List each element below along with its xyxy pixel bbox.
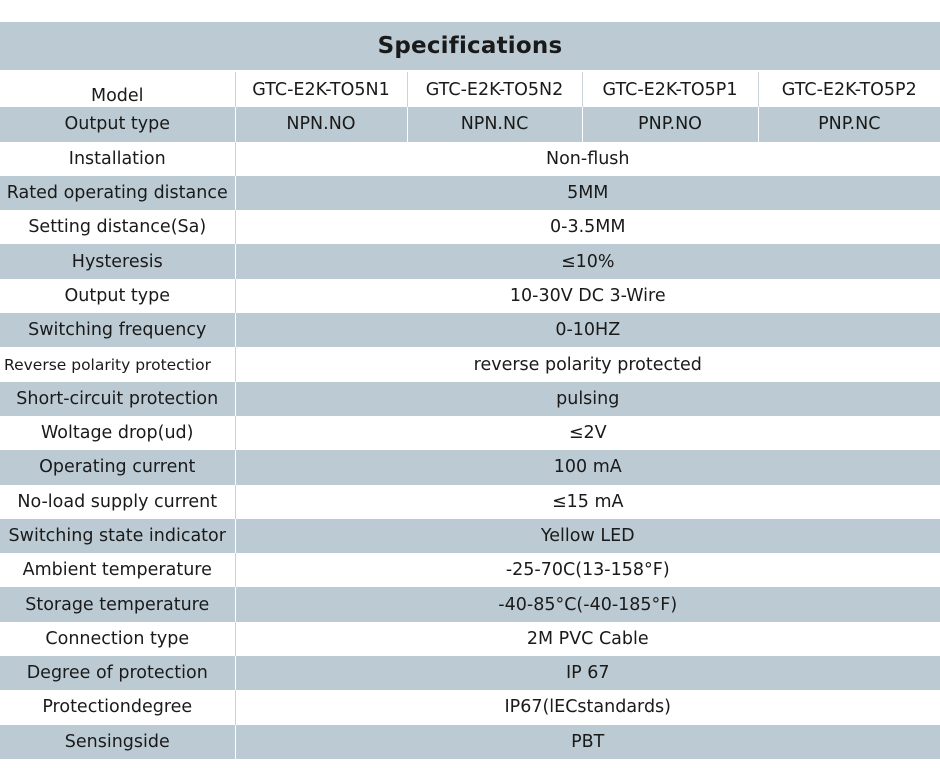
row-value-sensing-side: PBT <box>235 724 940 759</box>
row-label-hysteresis: Hysteresis <box>0 244 236 279</box>
row-label-voltage-drop: Woltage drop(ud) <box>0 415 236 451</box>
table-row-voltage-drop: Woltage drop(ud) ≤2V <box>0 415 940 451</box>
table-row-operating-current: Operating current 100 mA <box>0 450 940 485</box>
row-label-setting-distance: Setting distance(Sa) <box>0 210 236 245</box>
row-value-installation: Non-flush <box>545 148 630 169</box>
model-cell-1: GTC-E2K-TO5N1 <box>235 72 408 108</box>
row-value-operating-current: 100 mA <box>235 450 940 485</box>
row-value-no-load-current: ≤15 mA <box>551 491 624 512</box>
table-row-ambient-temp: Ambient temperature -25-70C(13-158°F) <box>0 553 940 588</box>
row-label-rated-distance: Rated operating distance <box>0 175 236 211</box>
row-label-switching-frequency: Switching frequency <box>0 313 236 348</box>
table-row-rated-distance: Rated operating distance 5MM <box>0 175 940 211</box>
output-type-cell-3: PNP.NO <box>582 107 759 142</box>
row-value-voltage-drop: ≤2V <box>568 423 607 444</box>
row-value-reverse-polarity: reverse polarity protected <box>473 354 702 375</box>
table-row-state-indicator: Switching state indicator Yellow LED <box>0 518 940 554</box>
row-label-storage-temp: Storage temperature <box>0 587 236 622</box>
row-value-state-indicator: Yellow LED <box>235 518 940 554</box>
row-label-protection-degree: Protectiondegree <box>0 690 236 725</box>
table-row-no-load-current: No-load supply current ≤15 mA <box>0 484 940 519</box>
row-value-hysteresis: ≤10% <box>235 244 940 279</box>
row-label-output-type-voltage: Output type <box>0 278 236 314</box>
table-row-protection-degree: Protectiondegree IP67(lECstandards) <box>0 690 940 725</box>
model-cell-3: GTC-E2K-TO5P1 <box>582 72 759 108</box>
row-label-installation: Installation <box>0 141 236 176</box>
row-value-switching-frequency: 0-10HZ <box>235 313 940 348</box>
row-label-short-circuit: Short-circuit protection <box>0 381 236 416</box>
output-type-cell-2: NPN.NC <box>407 107 583 142</box>
table-row-connection-type: Connection type 2M PVC Cable <box>0 621 940 657</box>
table-row-output-type: Output type NPN.NO NPN.NC PNP.NO PNP.NC <box>0 107 940 142</box>
row-value-connection-type: 2M PVC Cable <box>526 628 649 649</box>
row-value-degree-protection: IP 67 <box>235 656 940 691</box>
row-label-ambient-temp: Ambient temperature <box>0 553 236 588</box>
table-row-model: Model GTC-E2K-TO5N1 GTC-E2K-TO5N2 GTC-E2… <box>0 72 940 108</box>
row-value-short-circuit: pulsing <box>235 381 940 416</box>
table-row-hysteresis: Hysteresis ≤10% <box>0 244 940 279</box>
table-row-switching-frequency: Switching frequency 0-10HZ <box>0 313 940 348</box>
row-value-storage-temp: -40-85°C(-40-185°F) <box>235 587 940 622</box>
row-label-reverse-polarity: Reverse polarity protectior <box>0 347 236 382</box>
row-label-operating-current: Operating current <box>0 450 236 485</box>
row-value-setting-distance: 0-3.5MM <box>550 217 626 238</box>
specifications-header: Specifications <box>0 22 940 70</box>
table-row-reverse-polarity: Reverse polarity protectior reverse pola… <box>0 347 940 382</box>
table-row-degree-protection: Degree of protection IP 67 <box>0 656 940 691</box>
row-value-output-type-voltage: 10-30V DC 3-Wire <box>509 285 666 306</box>
row-label-no-load-current: No-load supply current <box>0 484 236 519</box>
row-label-output-type: Output type <box>0 107 236 142</box>
row-value-protection-degree: IP67(lECstandards) <box>504 697 671 718</box>
table-row-storage-temp: Storage temperature -40-85°C(-40-185°F) <box>0 587 940 622</box>
table-row-installation: Installation Non-flush <box>0 141 940 176</box>
row-label-state-indicator: Switching state indicator <box>0 518 236 554</box>
table-row-short-circuit: Short-circuit protection pulsing <box>0 381 940 416</box>
row-label-degree-protection: Degree of protection <box>0 656 236 691</box>
model-cell-4: GTC-E2K-TO5P2 <box>781 79 917 100</box>
table-row-output-type-voltage: Output type 10-30V DC 3-Wire <box>0 278 940 314</box>
output-type-cell-4: PNP.NC <box>758 107 940 142</box>
row-label-model: Model <box>0 72 236 108</box>
row-label-connection-type: Connection type <box>0 621 236 657</box>
row-value-rated-distance: 5MM <box>235 175 940 211</box>
table-row-setting-distance: Setting distance(Sa) 0-3.5MM <box>0 210 940 245</box>
row-label-sensing-side: Sensingside <box>0 724 236 759</box>
model-cell-2: GTC-E2K-TO5N2 <box>407 72 583 108</box>
specifications-table: Model GTC-E2K-TO5N1 GTC-E2K-TO5N2 GTC-E2… <box>0 72 940 759</box>
table-row-sensing-side: Sensingside PBT <box>0 724 940 759</box>
page-title: Specifications <box>377 33 563 59</box>
row-value-ambient-temp: -25-70C(13-158°F) <box>505 560 670 581</box>
output-type-cell-1: NPN.NO <box>235 107 408 142</box>
